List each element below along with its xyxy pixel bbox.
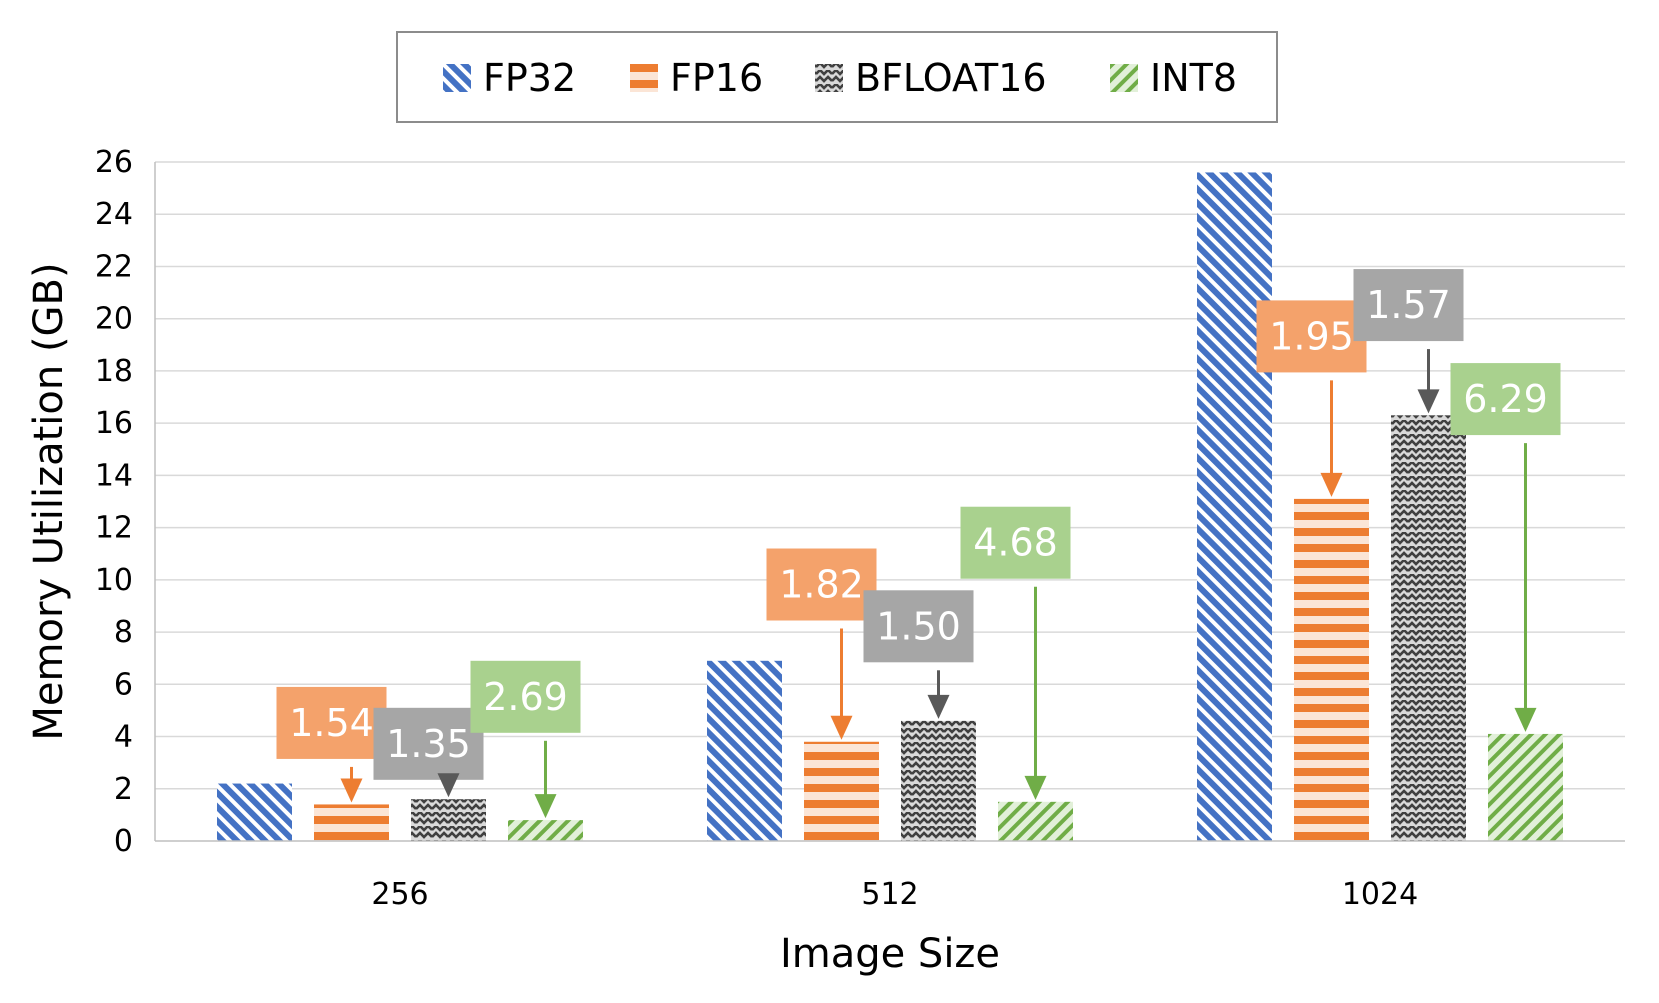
y-tick-label: 24 bbox=[95, 197, 133, 232]
callout-box bbox=[1450, 363, 1561, 436]
legend-swatch-fp16 bbox=[630, 64, 658, 92]
callout-box bbox=[373, 707, 484, 780]
callout-label: 1.35 bbox=[386, 722, 471, 766]
legend-label-bfloat16: BFLOAT16 bbox=[855, 56, 1047, 100]
x-tick-label: 1024 bbox=[1342, 877, 1418, 912]
y-tick-label: 8 bbox=[114, 615, 133, 650]
callout-box bbox=[766, 548, 877, 621]
callout-arrow-head bbox=[1024, 775, 1047, 800]
callout-box bbox=[1353, 269, 1464, 342]
y-tick-label: 2 bbox=[114, 772, 133, 807]
y-tick-label: 14 bbox=[95, 458, 133, 493]
legend-label-fp16: FP16 bbox=[670, 56, 763, 100]
callout-label: 1.82 bbox=[779, 563, 864, 607]
bar-int8-256 bbox=[508, 820, 583, 841]
legend-swatch-int8 bbox=[1110, 64, 1138, 92]
callout-arrow-head bbox=[1417, 389, 1440, 414]
callout-arrow-head bbox=[340, 778, 363, 803]
legend-swatch-fp32 bbox=[443, 64, 471, 92]
callouts: 1.54 1.35 2.69 1.82 1.50 4.68 1.95 1.57 6.29 bbox=[276, 269, 1561, 819]
callout-label: 1.95 bbox=[1269, 314, 1354, 358]
bar-fp16-1024 bbox=[1294, 498, 1369, 841]
x-axis-title: Image Size bbox=[780, 931, 1000, 977]
bar-fp32-256 bbox=[217, 783, 292, 841]
x-tick-label: 512 bbox=[861, 877, 918, 912]
legend-label-int8: INT8 bbox=[1150, 56, 1237, 100]
bar-bfloat16-256 bbox=[411, 799, 486, 841]
bar-fp32-1024 bbox=[1197, 172, 1272, 841]
callout-box bbox=[1256, 300, 1367, 373]
callout-label: 2.69 bbox=[483, 675, 568, 719]
y-tick-label: 12 bbox=[95, 511, 133, 546]
callout-arrow-head bbox=[534, 794, 557, 819]
callout-box bbox=[863, 590, 974, 663]
callout-box bbox=[470, 660, 581, 733]
bar-bfloat16-512 bbox=[901, 720, 976, 841]
callout-box bbox=[960, 506, 1071, 579]
callout-arrow-head bbox=[927, 694, 950, 719]
callout-arrow-head bbox=[1320, 472, 1343, 497]
callout-label: 6.29 bbox=[1463, 377, 1548, 421]
callout-label: 4.68 bbox=[973, 521, 1058, 565]
bar-fp32-512 bbox=[707, 660, 782, 841]
callout-box bbox=[276, 686, 387, 759]
y-tick-label: 22 bbox=[95, 249, 133, 284]
y-tick-label: 4 bbox=[114, 720, 133, 755]
bar-fp16-256 bbox=[314, 804, 389, 841]
callout-label: 1.54 bbox=[289, 701, 374, 745]
bar-fp16-512 bbox=[804, 741, 879, 841]
legend: FP32 FP16 BFLOAT16 INT8 bbox=[396, 31, 1278, 123]
callout-label: 1.57 bbox=[1366, 283, 1451, 327]
legend-label-fp32: FP32 bbox=[483, 56, 576, 100]
bars bbox=[217, 172, 1563, 841]
x-tick-label: 256 bbox=[371, 877, 428, 912]
legend-swatch-bfloat16 bbox=[815, 64, 843, 92]
callout-label: 1.50 bbox=[876, 604, 961, 648]
y-tick-label: 10 bbox=[95, 563, 133, 598]
y-tick-label: 0 bbox=[114, 824, 133, 859]
y-tick-label: 18 bbox=[95, 354, 133, 389]
callout-arrow-head bbox=[437, 773, 460, 798]
bar-bfloat16-1024 bbox=[1391, 415, 1466, 841]
y-tick-label: 16 bbox=[95, 406, 133, 441]
y-tick-label: 6 bbox=[114, 667, 133, 702]
y-tick-label: 20 bbox=[95, 302, 133, 337]
y-tick-label: 26 bbox=[95, 145, 133, 180]
y-axis-title: Memory Utilization (GB) bbox=[26, 262, 72, 740]
bar-int8-1024 bbox=[1488, 733, 1563, 841]
callout-arrow-head bbox=[830, 715, 853, 740]
bar-int8-512 bbox=[998, 801, 1073, 841]
callout-arrow-head bbox=[1514, 707, 1537, 732]
